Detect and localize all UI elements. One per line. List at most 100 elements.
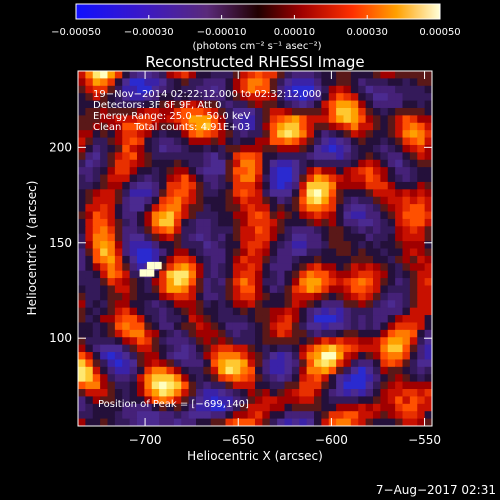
heatmap-cell xyxy=(92,100,101,109)
heatmap-cell xyxy=(196,403,204,412)
heatmap-cell xyxy=(218,329,227,338)
heatmap-cell xyxy=(336,115,345,124)
peak-cell xyxy=(139,269,147,277)
colorbar xyxy=(75,3,441,20)
heatmap-cell xyxy=(387,411,396,420)
heatmap-cell xyxy=(358,248,367,257)
heatmap-cell xyxy=(417,248,426,257)
heatmap-cell xyxy=(159,352,168,361)
heatmap-cell xyxy=(85,122,94,131)
heatmap-cell xyxy=(218,389,227,398)
heatmap-cell xyxy=(122,78,131,87)
heatmap-cell xyxy=(203,107,212,116)
heatmap-cell xyxy=(137,211,145,220)
heatmap-cell xyxy=(100,226,109,235)
heatmap-cell xyxy=(114,204,123,213)
heatmap-cell xyxy=(417,329,426,338)
heatmap-cell xyxy=(321,218,330,227)
heatmap-cell xyxy=(373,152,381,161)
heatmap-cell xyxy=(269,411,278,420)
heatmap-cell xyxy=(358,115,367,124)
heatmap-cell xyxy=(343,226,352,235)
heatmap-cell xyxy=(78,211,86,220)
heatmap-cell xyxy=(409,278,418,287)
heatmap-cell xyxy=(159,159,168,168)
heatmap-cell xyxy=(262,403,271,412)
heatmap-cell xyxy=(151,359,160,368)
heatmap-cell xyxy=(336,167,345,176)
heatmap-cell xyxy=(387,196,396,205)
heatmap-cell xyxy=(314,130,322,139)
heatmap-cell xyxy=(137,322,145,331)
heatmap-cell xyxy=(218,278,227,287)
heatmap-cell xyxy=(336,285,345,294)
heatmap-cell xyxy=(181,411,190,420)
heatmap-cell xyxy=(122,374,131,383)
heatmap-cell xyxy=(255,396,263,405)
heatmap-cell xyxy=(114,411,123,420)
heatmap-cell xyxy=(151,292,160,301)
heatmap-cell xyxy=(402,181,411,190)
heatmap-cell xyxy=(402,381,411,390)
heatmap-cell xyxy=(247,255,256,264)
heatmap-cell xyxy=(92,263,101,272)
heatmap-cell xyxy=(232,278,241,287)
heatmap-cell xyxy=(306,278,315,287)
heatmap-cell xyxy=(122,211,131,220)
heatmap-cell xyxy=(277,181,286,190)
heatmap-cell xyxy=(417,344,426,353)
heatmap-cell xyxy=(232,226,241,235)
heatmap-cell xyxy=(203,181,212,190)
heatmap-cell xyxy=(321,130,330,139)
heatmap-cell xyxy=(129,248,138,257)
heatmap-cell xyxy=(181,300,190,309)
heatmap-cell xyxy=(181,122,190,131)
heatmap-cell xyxy=(269,100,278,109)
heatmap-cell xyxy=(284,181,293,190)
heatmap-cell xyxy=(387,278,396,287)
heatmap-cell xyxy=(85,270,94,279)
heatmap-cell xyxy=(107,315,116,324)
heatmap-cell xyxy=(314,374,322,383)
heatmap-cell xyxy=(269,307,278,316)
heatmap-cell xyxy=(358,196,367,205)
heatmap-cell xyxy=(306,241,315,250)
heatmap-cell xyxy=(137,329,145,338)
heatmap-cell xyxy=(100,130,109,139)
heatmap-cell xyxy=(336,152,345,161)
heatmap-cell xyxy=(284,278,293,287)
heatmap-cell xyxy=(196,122,204,131)
heatmap-cell xyxy=(240,115,249,124)
heatmap-cell xyxy=(218,322,227,331)
heatmap-cell xyxy=(373,270,381,279)
heatmap-cell xyxy=(395,278,404,287)
heatmap-cell xyxy=(395,411,404,420)
heatmap-cell xyxy=(173,263,182,272)
heatmap-cell xyxy=(262,270,271,279)
heatmap-cell xyxy=(255,107,263,116)
heatmap-cell xyxy=(129,78,138,87)
heatmap-cell xyxy=(402,152,411,161)
heatmap-cell xyxy=(409,181,418,190)
heatmap-cell xyxy=(181,100,190,109)
heatmap-cell xyxy=(277,344,286,353)
heatmap-cell xyxy=(188,211,197,220)
heatmap-cell xyxy=(78,366,86,375)
heatmap-cell xyxy=(424,418,432,426)
heatmap-cell xyxy=(380,329,389,338)
heatmap-cell xyxy=(277,359,286,368)
heatmap-cell xyxy=(321,196,330,205)
heatmap-cell xyxy=(129,93,138,102)
heatmap-cell xyxy=(387,130,396,139)
heatmap-cell xyxy=(343,137,352,146)
heatmap-cell xyxy=(365,93,374,102)
heatmap-cell xyxy=(306,337,315,346)
heatmap-cell xyxy=(107,307,116,316)
heatmap-cell xyxy=(306,85,315,94)
heatmap-cell xyxy=(380,189,389,198)
heatmap-cell xyxy=(144,248,153,257)
heatmap-cell xyxy=(417,255,426,264)
heatmap-cell xyxy=(100,337,109,346)
heatmap-cell xyxy=(269,122,278,131)
heatmap-cell xyxy=(100,167,109,176)
